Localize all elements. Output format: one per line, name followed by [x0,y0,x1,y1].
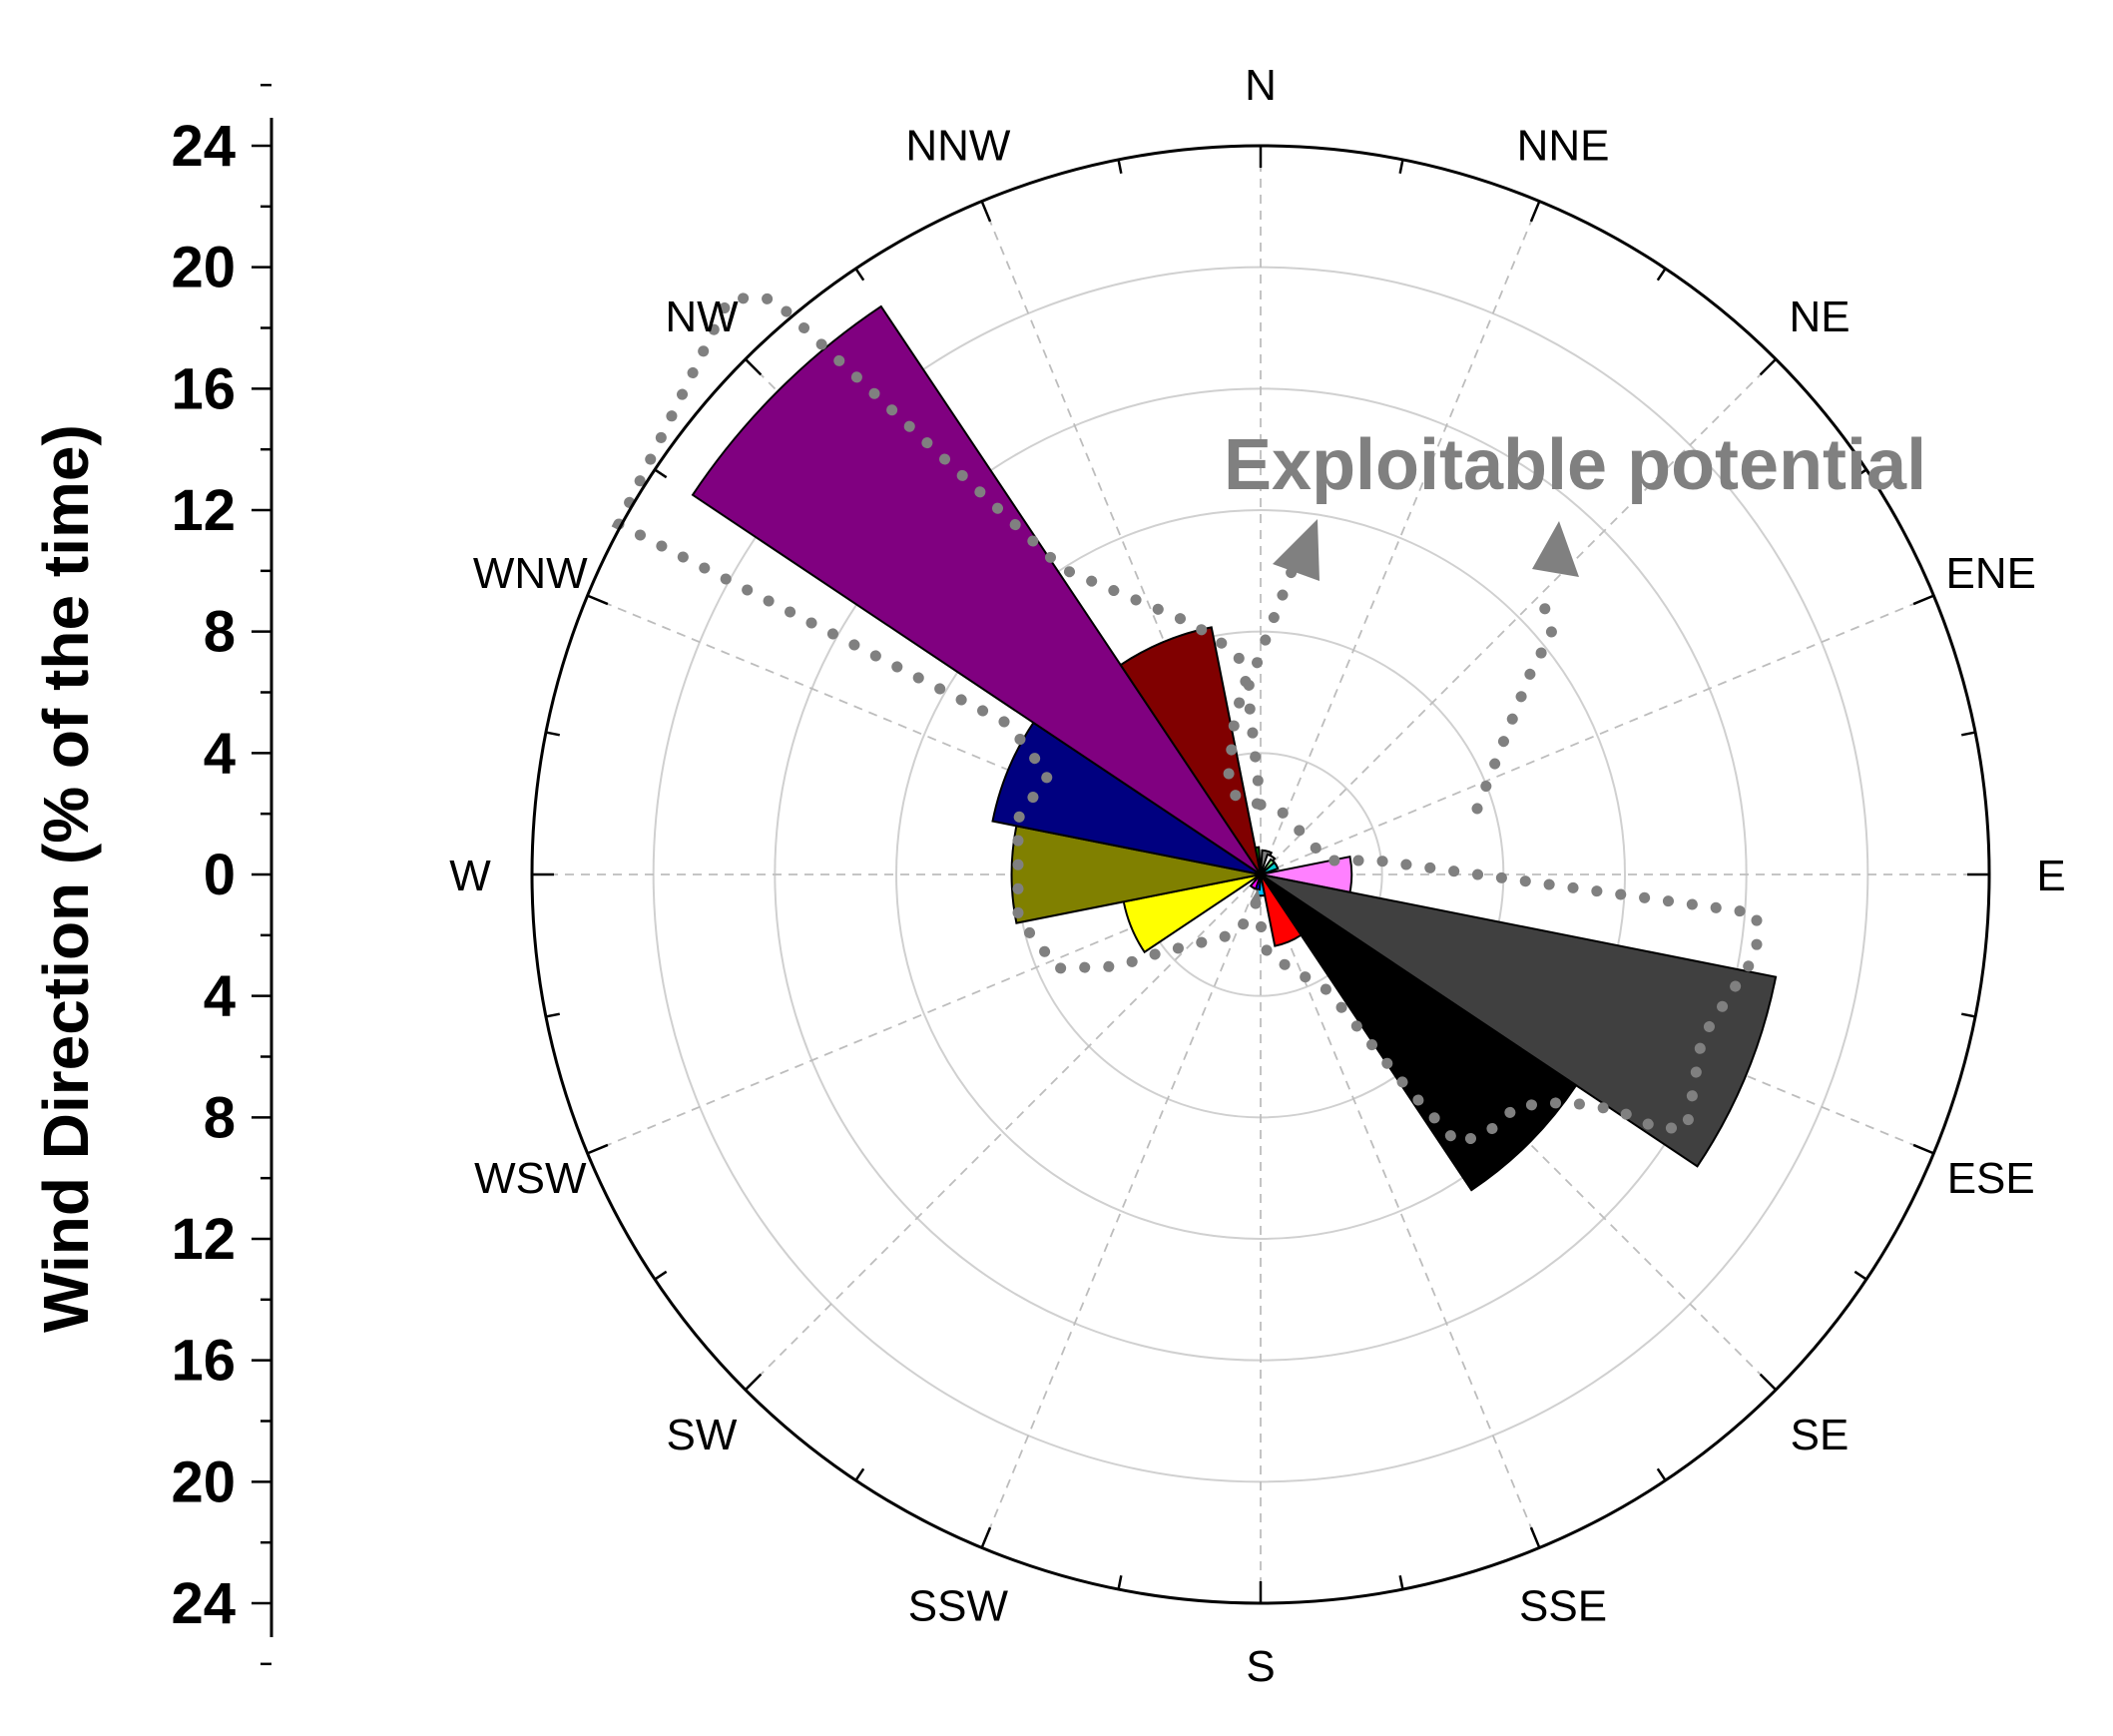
direction-label-ene: ENE [1945,549,2035,598]
y-tick-label: 12 [171,1207,236,1272]
outer-tick [1853,1270,1867,1281]
direction-label-ese: ESE [1947,1154,2035,1203]
grid-spoke [1260,873,1934,1155]
grid-spoke [1260,594,1934,875]
grid-spoke [1260,201,1541,875]
outer-tick [1912,1143,1934,1155]
wind-bar [1119,626,1262,875]
outer-tick [1759,1373,1778,1392]
outer-tick [1117,159,1123,175]
y-tick-label: 20 [171,236,236,300]
wind-bar [1260,861,1280,875]
outer-tick [980,201,992,223]
direction-label-se: SE [1791,1411,1849,1459]
arrow-line-ne [1471,593,1558,815]
direction-label-nne: NNE [1517,121,1610,170]
direction-label-nw: NW [665,292,739,341]
arrow-head-ne [1532,521,1579,577]
y-tick-label: 16 [171,1329,236,1394]
y-tick-label: 0 [204,843,236,907]
wind-bar [1260,873,1578,1192]
y-tick-label: 8 [204,600,236,665]
grid-circle [895,509,1626,1240]
arrow-head-n [1273,519,1320,581]
direction-label-ne: NE [1789,292,1849,341]
y-tick-label: 20 [171,1449,236,1514]
direction-label-sw: SW [667,1411,738,1459]
grid-spoke [1260,873,1777,1391]
outer-tick [1656,1467,1667,1481]
direction-label-e: E [2036,852,2065,900]
outer-tick [1912,594,1934,606]
exploitable-outline-path [611,291,1763,1150]
y-tick-label: 4 [204,721,236,786]
direction-label-wnw: WNW [473,549,588,598]
outer-tick [1117,1574,1123,1590]
outer-tick [1529,1526,1541,1548]
outer-tick [654,468,668,479]
grid-spoke [1260,873,1541,1548]
direction-labels: N NNE NE ENE E ESE SE SSE S SSW SW WSW W WNW NW NNW [449,61,2065,1691]
direction-label-nnw: NNW [905,121,1011,170]
y-tick-label: 4 [204,964,236,1029]
grid-spoke [1260,358,1777,875]
y-tick-label: 24 [171,114,236,179]
grid-spoke [587,873,1262,1155]
wind-bar [1260,873,1303,947]
y-tick-label: 8 [204,1085,236,1150]
wind-bar [1260,873,1778,1168]
direction-label-w: W [449,852,491,900]
y-axis: 24 20 16 12 8 4 0 4 8 12 16 20 24 [171,83,273,1666]
wind-bars [691,304,1778,1192]
y-tick-label: 24 [171,1571,236,1636]
wind-bar [1249,873,1262,890]
outer-tick [545,731,561,737]
annotation-exploitable-potential: Exploitable potential [1224,425,1926,505]
y-tick-label: 12 [171,478,236,543]
outer-tick [587,594,609,606]
outer-tick [744,1373,763,1392]
outer-tick [744,357,763,376]
outer-tick [1656,268,1667,282]
wind-bar [691,304,1262,875]
outer-tick [1960,731,1976,737]
direction-label-n: N [1245,61,1277,110]
outer-tick [545,1012,561,1018]
outer-tick [1960,1012,1976,1018]
grid-spoke [980,201,1262,875]
outer-tick [1398,159,1404,175]
outer-circle [530,144,1991,1605]
outer-tick [1529,201,1541,223]
outer-tick [854,1467,865,1481]
exploitable-outline [611,291,1763,1150]
outer-tick [1398,1574,1404,1590]
grid-spoke [980,873,1262,1548]
outer-tick [1759,357,1778,376]
outer-tick [980,1526,992,1548]
y-tick-label: 16 [171,356,236,421]
y-axis-title: Wind Direction (% of the time) [30,424,102,1333]
direction-label-sse: SSE [1519,1582,1607,1631]
direction-label-wsw: WSW [474,1154,587,1203]
outer-tick [587,1143,609,1155]
grid-spoke [587,594,1262,875]
outer-tick [1853,468,1867,479]
outer-tick [654,1270,668,1281]
direction-label-s: S [1246,1642,1275,1691]
grid-spoke [745,873,1262,1391]
direction-label-ssw: SSW [908,1582,1009,1631]
outer-tick [854,268,865,282]
arrow-line-n [1242,563,1299,811]
